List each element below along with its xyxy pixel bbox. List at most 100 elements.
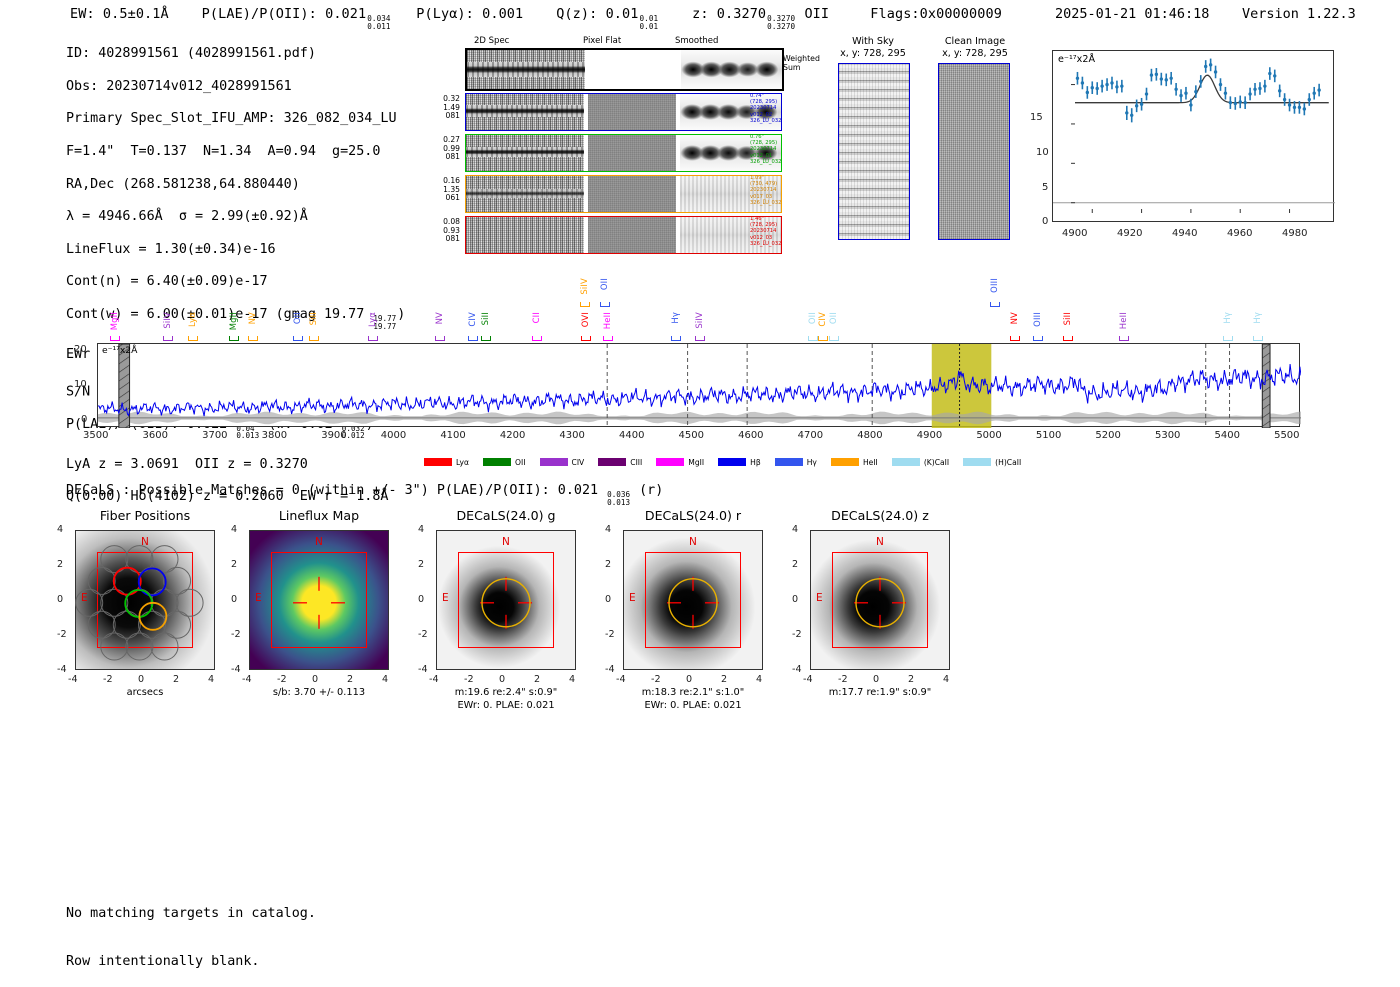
- spectrum-units-label: e⁻¹⁷x2Å: [102, 345, 138, 356]
- header-z-errors: 0.3270 0.3270: [767, 13, 796, 31]
- cutout-caption-1: m:19.6 re:2.4" s:0.9": [454, 687, 558, 698]
- line-marker-OVI-13: OVI: [580, 312, 591, 328]
- cutout-title-3: DECaLS(24.0) r: [644, 508, 742, 523]
- cutout-ytick: 4: [231, 524, 238, 535]
- header-version: Version 1.22.3: [1241, 6, 1356, 22]
- fiber-circles: [75, 545, 204, 661]
- decals-header: DECaLS : Possible Matches = 0 (within +/…: [66, 483, 664, 507]
- legend-swatch: [656, 458, 685, 466]
- compass-north: N: [502, 536, 510, 548]
- fitplot-xtick-4900: 4900: [1062, 228, 1088, 239]
- line-marker-bracket: [1062, 336, 1073, 341]
- full-spectrum-plot: e⁻¹⁷x2Å: [97, 343, 1301, 428]
- line-marker-MgII-3: MgII: [227, 312, 238, 331]
- cutout-ytick: -2: [605, 629, 615, 640]
- legend-label: CIV: [571, 457, 585, 467]
- line-marker-H-16: Hγ: [669, 312, 680, 324]
- line-marker-bracket: [1032, 336, 1043, 341]
- info-plae-errors: 0.04 0.013: [236, 423, 260, 441]
- spectrum-xtick-5200: 5200: [1095, 430, 1121, 441]
- cutout-image-1[interactable]: [249, 530, 389, 670]
- legend-label: Hβ: [750, 457, 761, 467]
- cutout-image-3[interactable]: [623, 530, 763, 670]
- cutout-ytick: 2: [605, 559, 612, 570]
- spectrum-xtick-4400: 4400: [618, 430, 645, 441]
- footer-line-1: No matching targets in catalog.: [66, 905, 316, 921]
- cutout-xtick: 2: [721, 674, 728, 685]
- compass-east: E: [255, 592, 262, 604]
- spectrum-xtick-4600: 4600: [738, 430, 764, 441]
- weighted-sum-label: Weighted Sum: [783, 54, 820, 73]
- info-primary-slot: Primary Spec_Slot_IFU_AMP: 326_082_034_L…: [66, 111, 397, 127]
- spectrum-xtick-4700: 4700: [797, 430, 824, 441]
- line-marker-bracket: [162, 336, 173, 341]
- legend-label: OII: [515, 457, 526, 467]
- info-gmag-errors: 19.77 19.77: [373, 313, 397, 331]
- fitplot-xtick-4920: 4920: [1117, 228, 1143, 239]
- header-z-species: OII: [804, 6, 830, 22]
- strip-row-fiber-3: [465, 175, 782, 213]
- cutout-xtick: 0: [686, 674, 693, 685]
- cutout-ytick: -4: [418, 664, 428, 675]
- info-lineflux: LineFlux = 1.30(±0.34)e-16: [66, 241, 276, 257]
- cutout-image-0[interactable]: [75, 530, 215, 670]
- fitplot-ytick-15: 15: [1030, 112, 1043, 123]
- cutout-ytick: -2: [57, 629, 67, 640]
- compass-east: E: [816, 592, 823, 604]
- line-marker-bracket: [228, 336, 239, 341]
- legend-item-H: Hγ: [774, 458, 817, 467]
- header-ew: EW: 0.5±0.1Å: [70, 6, 169, 22]
- spectrum-canvas: [98, 344, 1301, 428]
- line-marker-bracket: [468, 336, 479, 341]
- spectrum-xtick-3900: 3900: [321, 430, 347, 441]
- cutout-title-4: DECaLS(24.0) z: [831, 508, 929, 523]
- cutout-ytick: 0: [231, 594, 238, 605]
- strip-2dspec: [466, 135, 584, 171]
- fitplot-ytick-10: 10: [1036, 147, 1049, 158]
- info-obs: Obs: 20230714v012_4028991561: [66, 78, 292, 94]
- header-plae-poii: P(LAE)/P(OII): 0.021: [201, 6, 367, 22]
- header-qz-errors: 0.01 0.01: [639, 13, 659, 31]
- line-marker-bracket: [807, 336, 818, 341]
- legend-swatch: [891, 458, 920, 466]
- cutout-xtick: -4: [803, 674, 813, 685]
- fiber-2-left-labels: 0.27 0.99 081: [443, 135, 460, 162]
- legend-item-CIII: CIII: [598, 458, 642, 467]
- fitplot-canvas: [1053, 58, 1335, 213]
- fiber-4-meta: 1.46" (728, 295) 20230714 v012_03 326_LU_032: [750, 216, 782, 247]
- spectrum-xtick-4800: 4800: [857, 430, 883, 441]
- header-timestamp-version: 2025-01-21 01:46:18 Version 1.22.3: [1055, 6, 1356, 22]
- spectrum-xtick-5000: 5000: [976, 430, 1002, 441]
- spectrum-legend: Lyα OII CIV CIII MgII Hβ Hγ HeII (K)CaII (H)CaII: [424, 455, 1021, 469]
- spectrum-xtick-4300: 4300: [559, 430, 585, 441]
- cutout-ytick: -2: [792, 629, 802, 640]
- cutout-ytick: -4: [231, 664, 241, 675]
- cutout-caption-1: s/b: 3.70 +/- 0.113: [272, 687, 366, 698]
- col-title-smoothed: Smoothed: [675, 36, 719, 46]
- legend-item-CIV: CIV: [539, 457, 585, 467]
- line-marker-bracket: [694, 336, 705, 341]
- strip-smoothed: [680, 176, 781, 212]
- info-continuum-narrow: Cont(n) = 6.40(±0.09)e-17: [66, 274, 268, 290]
- cutout-xtick: -2: [103, 674, 113, 685]
- info-seeing-throughput: F=1.4" T=0.137 N=1.34 A=0.94 g=25.0: [66, 144, 381, 160]
- line-marker-SiII-6: SiII: [307, 312, 318, 326]
- legend-item-HeII: HeII: [830, 458, 878, 467]
- line-marker-HeII-25: HeII: [1117, 312, 1128, 330]
- strip-2dspec: [466, 94, 584, 130]
- legend-label: Lyα: [456, 457, 470, 467]
- cutout-xtick: -4: [242, 674, 252, 685]
- legend-swatch: [830, 458, 859, 466]
- clean-image-title: Clean Image x, y: 728, 295: [942, 36, 1008, 59]
- spectrum-xtick-5400: 5400: [1214, 430, 1240, 441]
- legend-item-Ly: Lyα: [424, 458, 469, 467]
- strip-smoothed: [680, 135, 781, 171]
- cutout-title-2: DECaLS(24.0) g: [456, 508, 556, 523]
- compass-north: N: [141, 536, 149, 548]
- spectrum-xtick-5300: 5300: [1154, 430, 1181, 441]
- line-marker-OII-14: OII: [599, 278, 610, 291]
- cutout-xtick: 2: [347, 674, 354, 685]
- line-marker-H-27: Hγ: [1251, 312, 1262, 324]
- legend-swatch: [774, 458, 803, 466]
- line-marker-NV-4: NV: [246, 312, 257, 325]
